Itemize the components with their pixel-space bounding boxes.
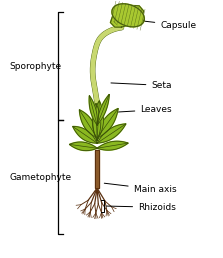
- Polygon shape: [112, 4, 144, 27]
- Polygon shape: [89, 96, 97, 125]
- Polygon shape: [97, 94, 109, 125]
- Text: Capsule: Capsule: [136, 20, 196, 30]
- Polygon shape: [92, 103, 101, 141]
- Text: Seta: Seta: [111, 81, 172, 90]
- Polygon shape: [73, 126, 97, 143]
- Polygon shape: [110, 5, 144, 27]
- Polygon shape: [79, 110, 97, 138]
- Text: Rhizoids: Rhizoids: [106, 203, 176, 212]
- Polygon shape: [69, 142, 97, 151]
- Text: Gametophyte: Gametophyte: [10, 173, 72, 182]
- Polygon shape: [93, 101, 103, 141]
- Text: Leaves: Leaves: [115, 105, 172, 114]
- Text: Main axis: Main axis: [104, 183, 176, 194]
- Polygon shape: [95, 150, 99, 188]
- Polygon shape: [97, 108, 118, 138]
- Polygon shape: [97, 124, 126, 143]
- Text: Sporophyte: Sporophyte: [10, 62, 62, 71]
- Polygon shape: [97, 141, 128, 150]
